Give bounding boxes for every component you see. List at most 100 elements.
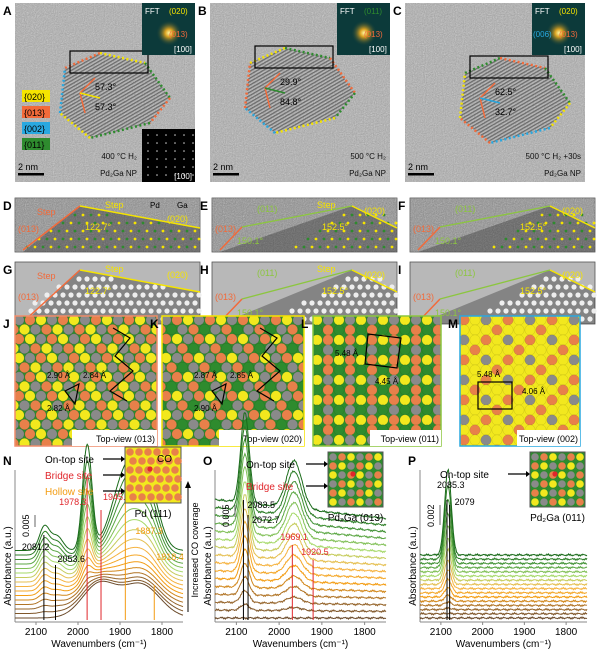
atom bbox=[96, 343, 107, 354]
atom bbox=[524, 404, 536, 416]
atom bbox=[232, 343, 243, 354]
atom bbox=[377, 414, 389, 426]
atom-column bbox=[120, 284, 126, 290]
atom-column bbox=[536, 221, 540, 225]
unit-cell bbox=[477, 381, 513, 410]
atom bbox=[270, 316, 282, 326]
panel-label: C bbox=[393, 4, 402, 18]
facet-outline bbox=[149, 97, 171, 124]
atom-column bbox=[188, 292, 194, 298]
atom-column bbox=[100, 292, 106, 298]
diffraction-spot bbox=[174, 158, 176, 160]
atom bbox=[557, 344, 569, 356]
atom bbox=[333, 374, 345, 386]
atom bbox=[30, 419, 41, 430]
atom bbox=[3, 410, 13, 420]
spectrum-line bbox=[419, 615, 588, 621]
condition-label: 500 °C H₂ bbox=[350, 152, 386, 161]
atom bbox=[399, 334, 411, 346]
caption-background bbox=[219, 430, 304, 446]
atom bbox=[204, 352, 216, 364]
atom-column bbox=[109, 221, 113, 225]
y-axis-label: Absorbance (a.u.) bbox=[3, 526, 14, 606]
atom bbox=[546, 324, 558, 336]
atom-column bbox=[520, 237, 524, 241]
annotation-label: 150.1° bbox=[237, 236, 264, 246]
atom bbox=[535, 334, 547, 346]
atom-column bbox=[145, 229, 149, 233]
surface-atom bbox=[129, 475, 137, 483]
atom bbox=[35, 333, 47, 345]
atom bbox=[193, 371, 205, 383]
atom bbox=[79, 390, 91, 402]
atom-column bbox=[342, 213, 346, 217]
atom-column bbox=[84, 308, 90, 314]
atom bbox=[63, 419, 74, 430]
atom bbox=[292, 333, 304, 345]
atom-column bbox=[65, 245, 69, 249]
atom bbox=[333, 334, 345, 346]
dimension-label: 2.90 Å bbox=[194, 404, 218, 413]
co-adsorbate bbox=[552, 471, 558, 477]
surface-atom bbox=[174, 475, 182, 483]
atom-column bbox=[81, 229, 85, 233]
atom bbox=[63, 400, 74, 411]
atom bbox=[112, 409, 124, 421]
atom bbox=[19, 419, 30, 430]
atom bbox=[480, 414, 492, 426]
atom-column bbox=[487, 308, 493, 314]
surface-atom bbox=[365, 471, 373, 479]
annotation-label: (020) bbox=[364, 270, 385, 280]
spectrum-line bbox=[15, 475, 184, 560]
arrow-head-icon bbox=[324, 461, 328, 467]
atom bbox=[322, 344, 334, 356]
atom bbox=[265, 381, 276, 392]
atom bbox=[448, 415, 458, 425]
atom-column bbox=[68, 308, 74, 314]
atom bbox=[134, 316, 146, 326]
atom bbox=[210, 362, 221, 373]
surface-atom bbox=[156, 457, 164, 465]
atom bbox=[491, 394, 503, 406]
atom bbox=[281, 371, 293, 383]
atom bbox=[243, 362, 254, 373]
dimension-label: 2.84 Å bbox=[83, 371, 107, 380]
atom bbox=[480, 424, 492, 436]
atom-column bbox=[333, 300, 339, 306]
atom-column bbox=[591, 308, 597, 314]
atom bbox=[469, 434, 481, 446]
atom bbox=[171, 428, 183, 440]
atom bbox=[491, 324, 503, 336]
atom-column bbox=[330, 237, 334, 241]
atom bbox=[333, 434, 345, 446]
atom bbox=[171, 316, 183, 326]
atom bbox=[226, 316, 238, 326]
atom bbox=[46, 390, 58, 402]
atom-column bbox=[144, 284, 150, 290]
atom bbox=[248, 333, 260, 345]
facet-outline bbox=[459, 117, 491, 144]
surface-atom bbox=[567, 498, 575, 506]
atom bbox=[68, 371, 80, 383]
atom bbox=[15, 333, 25, 345]
atom-column bbox=[321, 292, 327, 298]
co-adsorbate bbox=[147, 466, 153, 472]
atom-column bbox=[73, 245, 77, 249]
diffraction-spot bbox=[183, 142, 185, 144]
atom bbox=[524, 374, 536, 386]
atom-column bbox=[289, 308, 295, 314]
panel-label: J bbox=[3, 317, 10, 331]
atom bbox=[24, 428, 36, 440]
atom-column bbox=[85, 237, 89, 241]
diffraction-inset bbox=[142, 129, 195, 182]
atom-column bbox=[100, 308, 106, 314]
facet-line-020 bbox=[549, 205, 596, 229]
atom bbox=[322, 434, 334, 446]
atom-column bbox=[350, 213, 354, 217]
atom bbox=[188, 419, 199, 430]
atom bbox=[162, 343, 166, 354]
co-adsorbate bbox=[350, 471, 356, 477]
diffraction-spot bbox=[147, 142, 149, 144]
atom-column bbox=[349, 300, 355, 306]
